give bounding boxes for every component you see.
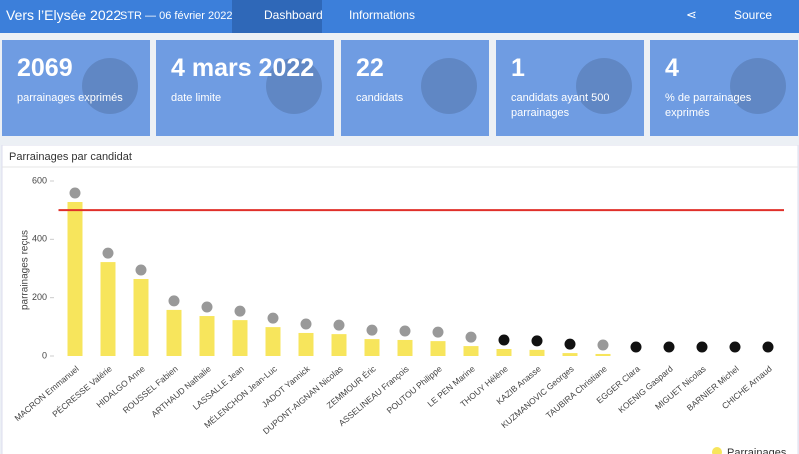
y-tick-label: 600 [32, 175, 47, 185]
candidate-photo [167, 294, 181, 308]
candidate-photo [728, 340, 742, 354]
bar [331, 334, 347, 356]
stat-value: 2069 [17, 54, 73, 82]
stat-box: 1 candidats ayant 500 parrainages [496, 40, 644, 136]
y-tick-label: 200 [32, 292, 47, 302]
bar [463, 346, 479, 356]
stat-box: 2069 parrainages exprimés [2, 40, 150, 136]
navbar: Vers l’Elysée 2022 STR — 06 février 2022… [0, 0, 799, 52]
bar [430, 341, 446, 356]
bar [595, 353, 611, 356]
candidate-photo [134, 263, 148, 277]
stat-value: 4 [665, 54, 679, 82]
candidate-photo [233, 304, 247, 318]
candidate-photo [200, 300, 214, 314]
bar [133, 279, 149, 356]
candidate-photo [299, 317, 313, 331]
candidate-photo [695, 340, 709, 354]
bar [166, 309, 182, 356]
candidate-photo [497, 333, 511, 347]
candidate-photo [464, 330, 478, 344]
candidate-photo [365, 323, 379, 337]
share-icon[interactable]: ⋖ [686, 7, 697, 22]
icon [266, 58, 322, 114]
legend-swatch [712, 447, 722, 454]
stat-label: candidats [356, 92, 404, 104]
candidate-photo [101, 246, 115, 260]
candidate-photo [530, 334, 544, 348]
stat-label: candidats ayant 500 parrainages [511, 92, 610, 119]
chart-title: Parrainages par candidat [9, 151, 132, 163]
candidate-photo [662, 340, 676, 354]
candidate-photo [629, 340, 643, 354]
legend-label: Parrainages [727, 447, 787, 454]
nav-informations[interactable]: Informations [349, 8, 416, 22]
stat-box: 4 mars 2022 date limite [156, 40, 334, 136]
bar [67, 202, 83, 356]
candidate-photo [332, 318, 346, 332]
bar [397, 339, 413, 356]
bar [100, 262, 116, 356]
bar [298, 332, 314, 356]
candidate-photo [596, 338, 610, 352]
stat-label: date limite [171, 92, 222, 104]
icon [421, 58, 477, 114]
bar [529, 349, 545, 356]
candidate-photo [563, 337, 577, 351]
icon [82, 58, 138, 114]
candidate-photo [761, 340, 775, 354]
stat-value: 22 [356, 54, 384, 82]
bar [199, 316, 215, 356]
y-tick-label: 0 [42, 350, 47, 360]
bar [496, 349, 512, 356]
y-axis-label: parrainages reçus [20, 230, 31, 310]
app-title[interactable]: Vers l’Elysée 2022 [6, 7, 122, 23]
bar [364, 339, 380, 356]
bar [265, 327, 281, 356]
candidate-photo [431, 325, 445, 339]
candidate-photo [266, 311, 280, 325]
candidate-photo [68, 186, 82, 200]
candidate-photo [398, 324, 412, 338]
stat-label: parrainages exprimés [17, 92, 123, 104]
stat-value: 1 [511, 54, 525, 82]
stat-label: % de parrainages exprimés [665, 92, 752, 119]
stat-box: 22 candidats [341, 40, 489, 136]
bar [232, 320, 248, 356]
stat-box: 4 % de parrainages exprimés [650, 40, 798, 136]
nav-dashboard[interactable]: Dashboard [232, 0, 323, 33]
stat-value: 4 mars 2022 [171, 54, 315, 82]
y-tick-label: 400 [32, 234, 47, 244]
bar [562, 353, 578, 356]
chart-card: Parrainages par candidat parrainages reç… [1, 145, 799, 454]
subtitle: STR — 06 février 2022 [120, 10, 233, 22]
icon [730, 58, 786, 114]
icon [576, 58, 632, 114]
